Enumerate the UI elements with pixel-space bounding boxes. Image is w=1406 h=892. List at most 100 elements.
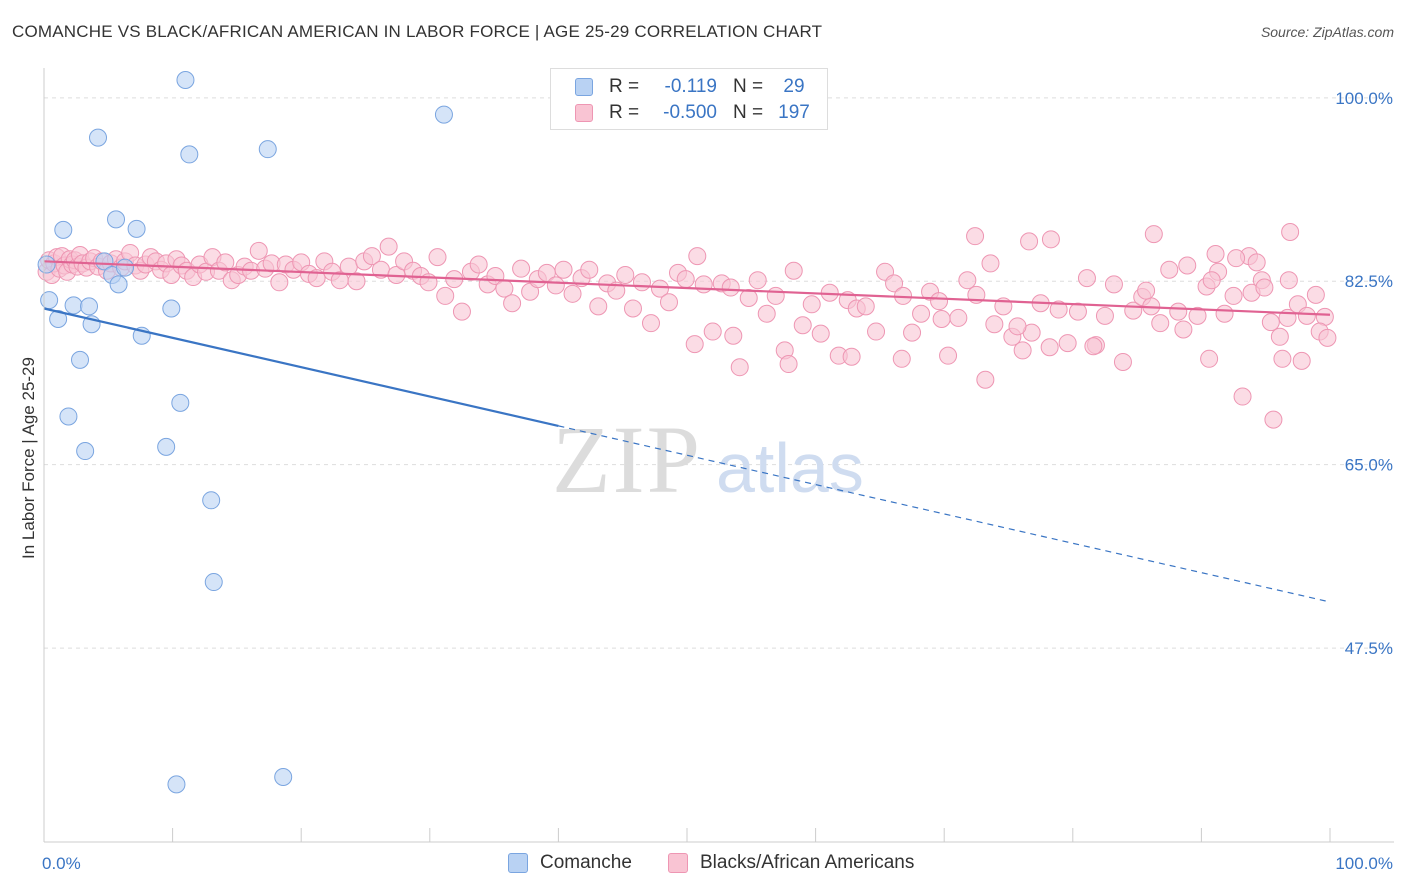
comanche-point-24 <box>202 491 221 510</box>
blacks-point-189 <box>932 309 951 328</box>
blacks-point-111 <box>784 261 803 280</box>
comanche-point-28 <box>434 105 453 124</box>
blacks-point-70 <box>428 248 447 267</box>
blacks-point-124 <box>903 323 922 342</box>
comanche-point-0 <box>37 255 56 274</box>
blacks-point-127 <box>930 292 949 311</box>
blacks-point-114 <box>811 324 830 343</box>
blacks-point-92 <box>616 265 635 284</box>
comanche-point-25 <box>204 573 223 592</box>
legend: Comanche Blacks/African Americans <box>0 852 1406 878</box>
comanche-point-16 <box>127 219 146 238</box>
y-tick-label-2: 65.0% <box>1345 456 1393 475</box>
comanche-point-3 <box>54 220 73 239</box>
blacks-point-80 <box>512 259 531 278</box>
comanche-point-27 <box>274 768 293 787</box>
y-tick-label-3: 47.5% <box>1345 639 1393 658</box>
blacks-point-119 <box>856 297 875 316</box>
blacks-point-153 <box>1169 302 1188 321</box>
blacks-point-85 <box>554 260 573 279</box>
blacks-point-140 <box>1049 300 1068 319</box>
comanche-point-26 <box>258 140 277 159</box>
blacks-point-91 <box>607 281 626 300</box>
x-tick-label-1: 100.0% <box>1335 854 1393 873</box>
comanche-point-15 <box>116 258 135 277</box>
blacks-point-155 <box>1188 306 1207 325</box>
watermark-zip: ZIP <box>552 406 702 513</box>
blacks-point-151 <box>1151 314 1170 333</box>
legend-label-comanche: Comanche <box>540 852 632 873</box>
blacks-point-71 <box>436 286 455 305</box>
r-value: -0.500 <box>663 102 717 123</box>
comanche-point-23 <box>180 145 199 164</box>
blacks-point-130 <box>958 271 977 290</box>
blacks-point-47 <box>249 241 268 260</box>
blacks-point-129 <box>949 308 968 327</box>
comanche-point-10 <box>89 128 108 147</box>
y-tick-label-1: 82.5% <box>1345 272 1393 291</box>
series-comanche-points <box>37 71 453 794</box>
blacks-point-164 <box>1270 327 1289 346</box>
blacks-point-108 <box>757 304 776 323</box>
blacks-point-167 <box>1297 306 1316 325</box>
blacks-point-93 <box>623 299 642 318</box>
blacks-point-147 <box>1113 352 1132 371</box>
comanche-point-13 <box>107 210 126 229</box>
blacks-point-173 <box>1144 225 1163 244</box>
x-tick-label-0: 0.0% <box>42 854 81 873</box>
blacks-point-62 <box>362 247 381 266</box>
blacks-point-88 <box>580 260 599 279</box>
stats-swatch-comanche <box>575 78 593 96</box>
series-blacks-african-americans-points <box>37 222 1337 429</box>
blacks-point-86 <box>563 284 582 303</box>
blacks-point-190 <box>981 254 1000 273</box>
n-value: 29 <box>783 76 805 97</box>
blacks-point-109 <box>766 286 785 305</box>
blacks-point-104 <box>721 278 740 297</box>
blacks-point-174 <box>1200 349 1219 368</box>
n-label: N = <box>733 76 764 97</box>
blacks-point-170 <box>966 227 985 246</box>
blacks-point-141 <box>1058 334 1077 353</box>
blacks-point-188 <box>892 349 911 368</box>
blacks-point-97 <box>659 293 678 312</box>
axes <box>43 68 1394 843</box>
blacks-point-101 <box>694 275 713 294</box>
blacks-point-168 <box>1306 285 1325 304</box>
blacks-point-139 <box>1040 338 1059 357</box>
blacks-point-133 <box>985 315 1004 334</box>
blacks-point-132 <box>976 370 995 389</box>
comanche-point-6 <box>71 350 90 369</box>
comanche-point-2 <box>49 309 68 328</box>
trend-lines <box>43 260 1331 603</box>
blacks-point-105 <box>730 358 749 377</box>
blacks-point-191 <box>1008 317 1027 336</box>
trend-line-blacks <box>43 260 1331 316</box>
blacks-point-96 <box>650 279 669 298</box>
chart-title: COMANCHE VS BLACK/AFRICAN AMERICAN IN LA… <box>12 22 823 41</box>
blacks-point-50 <box>270 273 289 292</box>
n-label: N = <box>733 102 764 123</box>
comanche-point-21 <box>171 393 190 412</box>
blacks-point-193 <box>1137 281 1156 300</box>
comanche-point-14 <box>109 275 128 294</box>
blacks-point-84 <box>546 276 565 295</box>
blacks-point-107 <box>748 271 767 290</box>
blacks-point-183 <box>1318 328 1337 347</box>
y-axis-label: In Labor Force | Age 25-29 <box>19 357 38 559</box>
blacks-point-94 <box>632 273 651 292</box>
r-label: R = <box>609 76 640 97</box>
legend-swatch-blacks <box>668 853 688 873</box>
blacks-point-152 <box>1160 260 1179 279</box>
blacks-point-165 <box>1279 271 1298 290</box>
blacks-point-112 <box>793 316 812 335</box>
blacks-point-60 <box>347 272 366 291</box>
blacks-point-95 <box>641 314 660 333</box>
trend-line-comanche <box>43 307 559 427</box>
blacks-point-195 <box>1202 271 1221 290</box>
blacks-point-102 <box>703 322 722 341</box>
blacks-point-177 <box>1247 253 1266 272</box>
blacks-point-192 <box>1084 337 1103 356</box>
blacks-point-172 <box>1041 230 1060 249</box>
watermark: ZIP atlas <box>552 406 864 513</box>
